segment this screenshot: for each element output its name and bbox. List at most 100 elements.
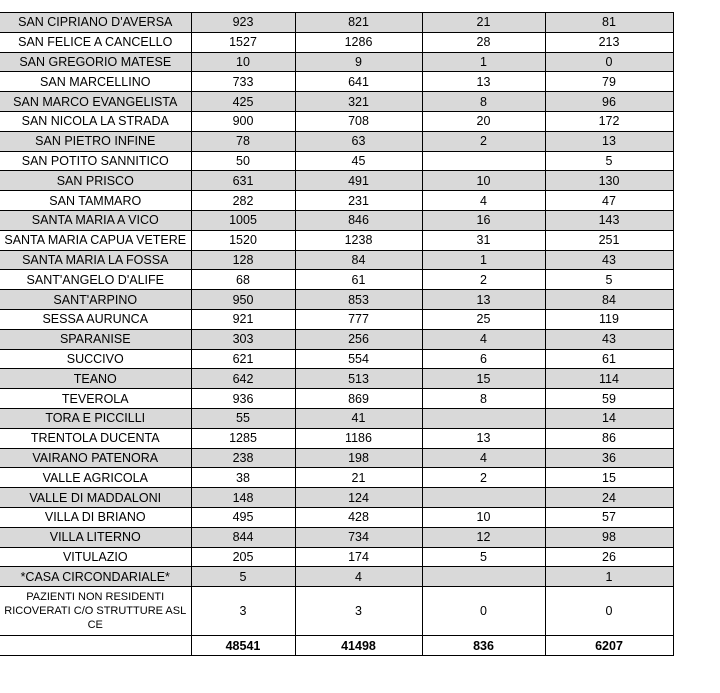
table-cell: 0 xyxy=(544,586,674,637)
table-cell: 59 xyxy=(544,388,674,409)
table-cell: 0 xyxy=(421,586,546,637)
table-cell: 213 xyxy=(544,31,674,53)
table-cell: 55 xyxy=(190,407,296,429)
table-cell: 143 xyxy=(544,209,674,231)
table-cell: 950 xyxy=(190,289,296,310)
table-cell: 31 xyxy=(421,229,546,251)
table-row: 48541 41498 836 6207 xyxy=(0,635,674,657)
table-cell: 15 xyxy=(421,368,546,390)
table-row: SANTA MARIA CAPUA VETERE 1520 1238 31 251 xyxy=(0,229,674,251)
table-row: TEANO 642 513 15 114 xyxy=(0,368,674,390)
table-cell: SAN FELICE A CANCELLO xyxy=(0,31,192,53)
table-cell: 21 xyxy=(421,12,546,33)
table-cell: 1286 xyxy=(294,31,423,53)
table-cell: 14 xyxy=(544,407,674,429)
table-cell: 1285 xyxy=(190,427,296,449)
table-cell: 238 xyxy=(190,447,296,469)
table-cell: 8 xyxy=(421,91,546,112)
table-row: SAN FELICE A CANCELLO 1527 1286 28 213 xyxy=(0,31,674,53)
table-cell: 68 xyxy=(190,269,296,291)
data-table: SAN CIPRIANO D'AVERSA 923 821 21 81 SAN FELIC… xyxy=(0,12,674,657)
table-cell: 86 xyxy=(544,427,674,449)
table-cell: SAN POTITO SANNITICO xyxy=(0,150,192,172)
table-cell: 124 xyxy=(294,487,423,508)
table-cell: 13 xyxy=(421,71,546,93)
table-cell: 4 xyxy=(421,190,546,211)
table-cell: 13 xyxy=(421,289,546,310)
table-row: TEVEROLA 936 869 8 59 xyxy=(0,388,674,409)
table-cell xyxy=(421,487,546,508)
table-cell xyxy=(421,566,546,588)
table-cell: 495 xyxy=(190,506,296,528)
table-cell: 174 xyxy=(294,546,423,568)
table-row: SAN MARCELLINO 733 641 13 79 xyxy=(0,71,674,93)
table-cell: 921 xyxy=(190,308,296,330)
table-body: SAN CIPRIANO D'AVERSA 923 821 21 81 SAN FELIC… xyxy=(0,12,674,657)
table-cell: 2 xyxy=(421,269,546,291)
table-cell: VILLA LITERNO xyxy=(0,526,192,548)
table-cell: 491 xyxy=(294,170,423,192)
table-cell: 36 xyxy=(544,447,674,469)
table-cell: 936 xyxy=(190,388,296,409)
table-cell: SANT'ANGELO D'ALIFE xyxy=(0,269,192,291)
table-cell: 84 xyxy=(294,249,423,271)
table-cell xyxy=(421,150,546,172)
table-cell: 198 xyxy=(294,447,423,469)
table-row: SANTA MARIA A VICO 1005 846 16 143 xyxy=(0,209,674,231)
table-cell: SAN MARCO EVANGELISTA xyxy=(0,91,192,112)
table-row: SAN POTITO SANNITICO 50 45 5 xyxy=(0,150,674,172)
table-row: SANT'ANGELO D'ALIFE 68 61 2 5 xyxy=(0,269,674,291)
table-cell: 251 xyxy=(544,229,674,251)
table-row: SANTA MARIA LA FOSSA 128 84 1 43 xyxy=(0,249,674,271)
table-cell: 3 xyxy=(190,586,296,637)
table-row: SAN NICOLA LA STRADA 900 708 20 172 xyxy=(0,110,674,132)
table-cell: 5 xyxy=(421,546,546,568)
table-cell: 13 xyxy=(544,130,674,152)
table-cell: 6207 xyxy=(544,635,674,657)
table-cell: 16 xyxy=(421,209,546,231)
table-cell: 1527 xyxy=(190,31,296,53)
table-cell: 41 xyxy=(294,407,423,429)
table-row: VALLE DI MADDALONI 148 124 24 xyxy=(0,487,674,508)
table-cell: 63 xyxy=(294,130,423,152)
table-cell: 554 xyxy=(294,348,423,370)
table-cell: 282 xyxy=(190,190,296,211)
table-cell: 43 xyxy=(544,249,674,271)
table-row: VILLA DI BRIANO 495 428 10 57 xyxy=(0,506,674,528)
table-cell: 13 xyxy=(421,427,546,449)
table-cell: SAN MARCELLINO xyxy=(0,71,192,93)
table-cell: TRENTOLA DUCENTA xyxy=(0,427,192,449)
table-cell: 256 xyxy=(294,328,423,350)
table-cell: 621 xyxy=(190,348,296,370)
table-row: SAN TAMMARO 282 231 4 47 xyxy=(0,190,674,211)
table-cell: 61 xyxy=(294,269,423,291)
table-row: VILLA LITERNO 844 734 12 98 xyxy=(0,526,674,548)
table-cell: 43 xyxy=(544,328,674,350)
table-cell: 119 xyxy=(544,308,674,330)
table-cell: VITULAZIO xyxy=(0,546,192,568)
table-cell: 321 xyxy=(294,91,423,112)
table-cell: 28 xyxy=(421,31,546,53)
table-cell: 38 xyxy=(190,467,296,489)
table-cell: 2 xyxy=(421,130,546,152)
table-cell: 6 xyxy=(421,348,546,370)
table-cell: 1186 xyxy=(294,427,423,449)
table-cell: VALLE AGRICOLA xyxy=(0,467,192,489)
table-cell: 98 xyxy=(544,526,674,548)
table-cell: 4 xyxy=(294,566,423,588)
table-cell: 821 xyxy=(294,12,423,33)
table-cell: TEVEROLA xyxy=(0,388,192,409)
table-cell: 130 xyxy=(544,170,674,192)
table-row: TRENTOLA DUCENTA 1285 1186 13 86 xyxy=(0,427,674,449)
table-row: SAN CIPRIANO D'AVERSA 923 821 21 81 xyxy=(0,12,674,33)
table-cell: VALLE DI MADDALONI xyxy=(0,487,192,508)
table-cell: SAN GREGORIO MATESE xyxy=(0,51,192,73)
table-cell xyxy=(0,635,192,657)
table-cell: 47 xyxy=(544,190,674,211)
table-cell: 12 xyxy=(421,526,546,548)
table-cell: 1005 xyxy=(190,209,296,231)
table-cell: SAN CIPRIANO D'AVERSA xyxy=(0,12,192,33)
table-cell: 79 xyxy=(544,71,674,93)
table-cell: 3 xyxy=(294,586,423,637)
table-row: *CASA CIRCONDARIALE* 5 4 1 xyxy=(0,566,674,588)
